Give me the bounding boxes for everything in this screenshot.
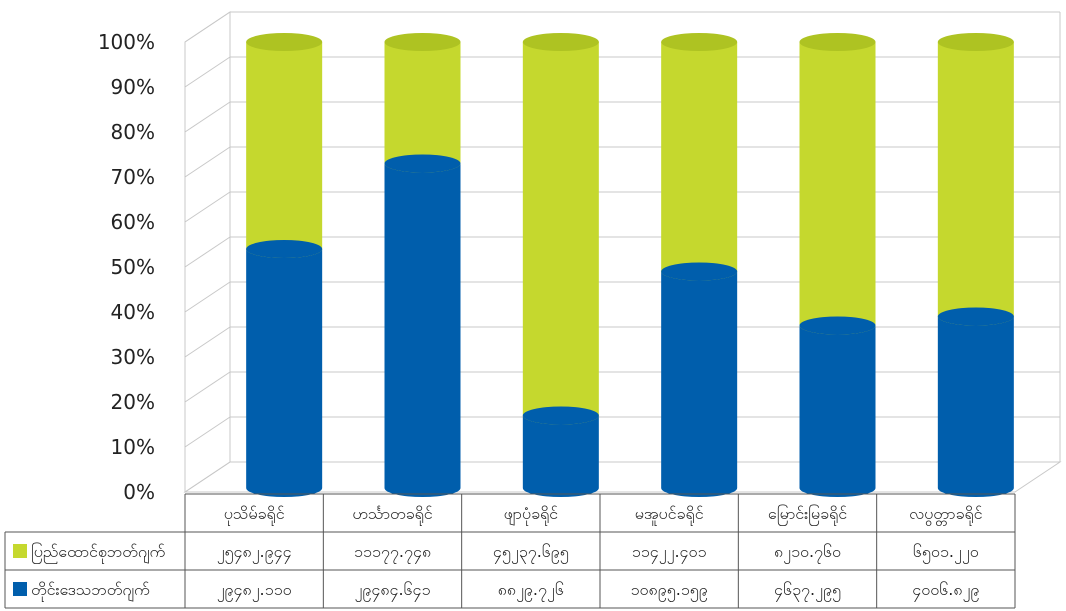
category-label: မအူပင်ခရိုင်: [635, 504, 704, 526]
gridline-side: [184, 101, 231, 133]
bar-seam-0: [246, 240, 323, 258]
category-label: ပုသိမ်ခရိုင်: [224, 504, 285, 526]
bar-segment-union-3: [661, 42, 738, 281]
y-tick-label: 10%: [111, 435, 155, 459]
category-label: လပွတ္တာခရိုင်: [909, 504, 983, 526]
bar-segment-union-5: [937, 42, 1014, 326]
bar-cap-4: [799, 33, 876, 51]
data-table-cell: ၆၅၀၁.၂၂၀: [913, 542, 979, 564]
data-table-cell: ၈၈၂၉.၇၂၆: [498, 580, 564, 602]
y-tick-label: 0%: [123, 480, 155, 504]
gridline-side: [184, 56, 231, 88]
y-tick-label: 90%: [111, 75, 155, 99]
gridline-side: [184, 326, 231, 358]
bar-segment-regional-5: [937, 316, 1014, 497]
bar-segment-regional-0: [246, 249, 323, 497]
bar-seam-4: [799, 316, 876, 335]
data-table-cell: ၂၉၄၈၄.၆၄၁: [354, 580, 430, 602]
data-table-cell: ၄၆၃၇.၂၉၅: [774, 580, 841, 602]
bar-seam-5: [937, 307, 1014, 326]
data-table-cell: ၈၂၁၀.၇၆၀: [774, 542, 841, 564]
legend-swatch: [13, 582, 27, 596]
bar-seam-3: [661, 262, 738, 281]
bar-cap-0: [246, 33, 323, 51]
gridline-side: [184, 461, 231, 493]
gridline-side: [184, 371, 231, 403]
y-tick-label: 70%: [111, 165, 155, 189]
gridline-side: [184, 281, 231, 313]
gridline-side: [184, 11, 231, 43]
bar-seam-2: [522, 406, 599, 425]
data-table-cell: ၁၀၈၉၅.၁၅၉: [631, 580, 708, 602]
bar-segment-regional-1: [384, 163, 461, 497]
bar-cap-5: [937, 33, 1014, 51]
bar-segment-union-1: [384, 42, 461, 173]
bar-segment-regional-2: [522, 415, 599, 497]
y-tick-label: 80%: [111, 120, 155, 144]
data-table-cell: ၂၉၄၈၂.၁၁၀: [217, 580, 292, 602]
data-table-cell: ၂၅၄၈၂.၉၄၄: [217, 542, 292, 564]
bar-segment-union-4: [799, 42, 876, 335]
bar-segment-union-0: [246, 42, 323, 258]
bar-segment-union-2: [522, 42, 599, 425]
category-label: ဖျာပုံခရိုင်: [504, 504, 559, 526]
y-tick-label: 50%: [111, 255, 155, 279]
data-table-cell: ၁၁၁၇၇.၇၄၈: [354, 542, 431, 564]
category-label: ဟင်္သာတခရိုင်: [352, 504, 433, 526]
y-tick-label: 20%: [111, 390, 155, 414]
legend-label: တိုင်းဒေသဘတ်ဂျက်: [31, 580, 150, 602]
gridline-side: [184, 146, 231, 178]
bar-segment-regional-3: [661, 271, 738, 497]
gridline-side: [184, 416, 231, 448]
bar-segment-regional-4: [799, 325, 876, 497]
y-tick-label: 40%: [111, 300, 155, 324]
y-tick-label: 60%: [111, 210, 155, 234]
gridline-side: [184, 236, 231, 268]
bar-seam-1: [384, 154, 461, 173]
bar-cap-2: [522, 33, 599, 51]
legend-label: ပြည်ထောင်စုဘတ်ဂျက်: [31, 542, 166, 564]
bar-cap-1: [384, 33, 461, 51]
y-tick-label: 30%: [111, 345, 155, 369]
data-table-cell: ၄၀၀၆.၈၂၉: [912, 580, 979, 602]
legend-swatch: [13, 544, 27, 558]
y-tick-label: 100%: [98, 30, 155, 54]
gridline-side: [184, 191, 231, 223]
data-table-cell: ၁၁၄၂၂.၄၀၁: [632, 542, 707, 564]
data-table-cell: ၄၅၂၃၇.၆၉၅: [493, 542, 569, 564]
category-label: မြောင်းမြခရိုင်: [768, 504, 848, 526]
bar-cap-3: [661, 33, 738, 51]
